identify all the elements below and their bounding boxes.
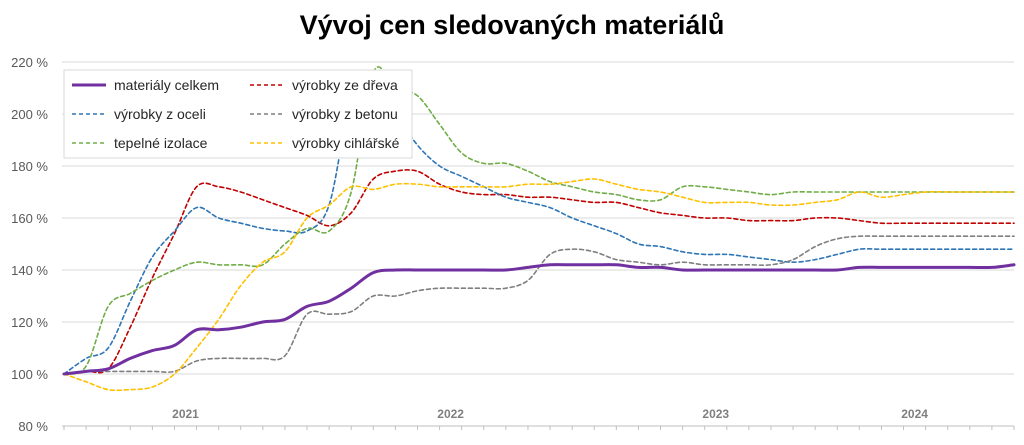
x-year-label: 2021 xyxy=(172,407,199,421)
y-tick-label: 140 % xyxy=(11,263,48,278)
series-line-3 xyxy=(63,89,1015,375)
legend-label: výrobky z betonu xyxy=(292,106,398,122)
legend-label: výrobky ze dřeva xyxy=(292,77,398,93)
series-line-2 xyxy=(63,169,1015,375)
y-tick-label: 180 % xyxy=(11,159,48,174)
legend-label: tepelné izolace xyxy=(114,135,208,151)
x-year-label: 2023 xyxy=(702,407,729,421)
y-tick-label: 160 % xyxy=(11,211,48,226)
y-tick-label: 200 % xyxy=(11,107,48,122)
series-line-1 xyxy=(62,263,1016,376)
x-year-label: 2024 xyxy=(901,407,928,421)
y-tick-label: 220 % xyxy=(11,55,48,70)
y-tick-label: 120 % xyxy=(11,315,48,330)
series-line-4 xyxy=(63,235,1015,375)
legend-label: materiály celkem xyxy=(114,77,219,93)
legend-label: výrobky cihlářské xyxy=(292,135,400,151)
y-tick-label: 80 % xyxy=(18,419,48,434)
series-line-5 xyxy=(63,66,1015,375)
series-line-6 xyxy=(63,178,1015,392)
chart-title: Vývoj cen sledovaných materiálů xyxy=(299,10,725,40)
series-lines xyxy=(62,66,1016,392)
x-year-label: 2022 xyxy=(437,407,464,421)
axes: 80 % 100 % 120 % 140 % 160 % 180 % 200 % 220 % 2… xyxy=(11,55,1015,434)
legend-label: výrobky z oceli xyxy=(114,106,206,122)
legend-box xyxy=(63,69,413,159)
y-tick-label: 100 % xyxy=(11,367,48,382)
legend: materiály celkem výrobky ze dřeva výrobky … xyxy=(63,69,413,159)
